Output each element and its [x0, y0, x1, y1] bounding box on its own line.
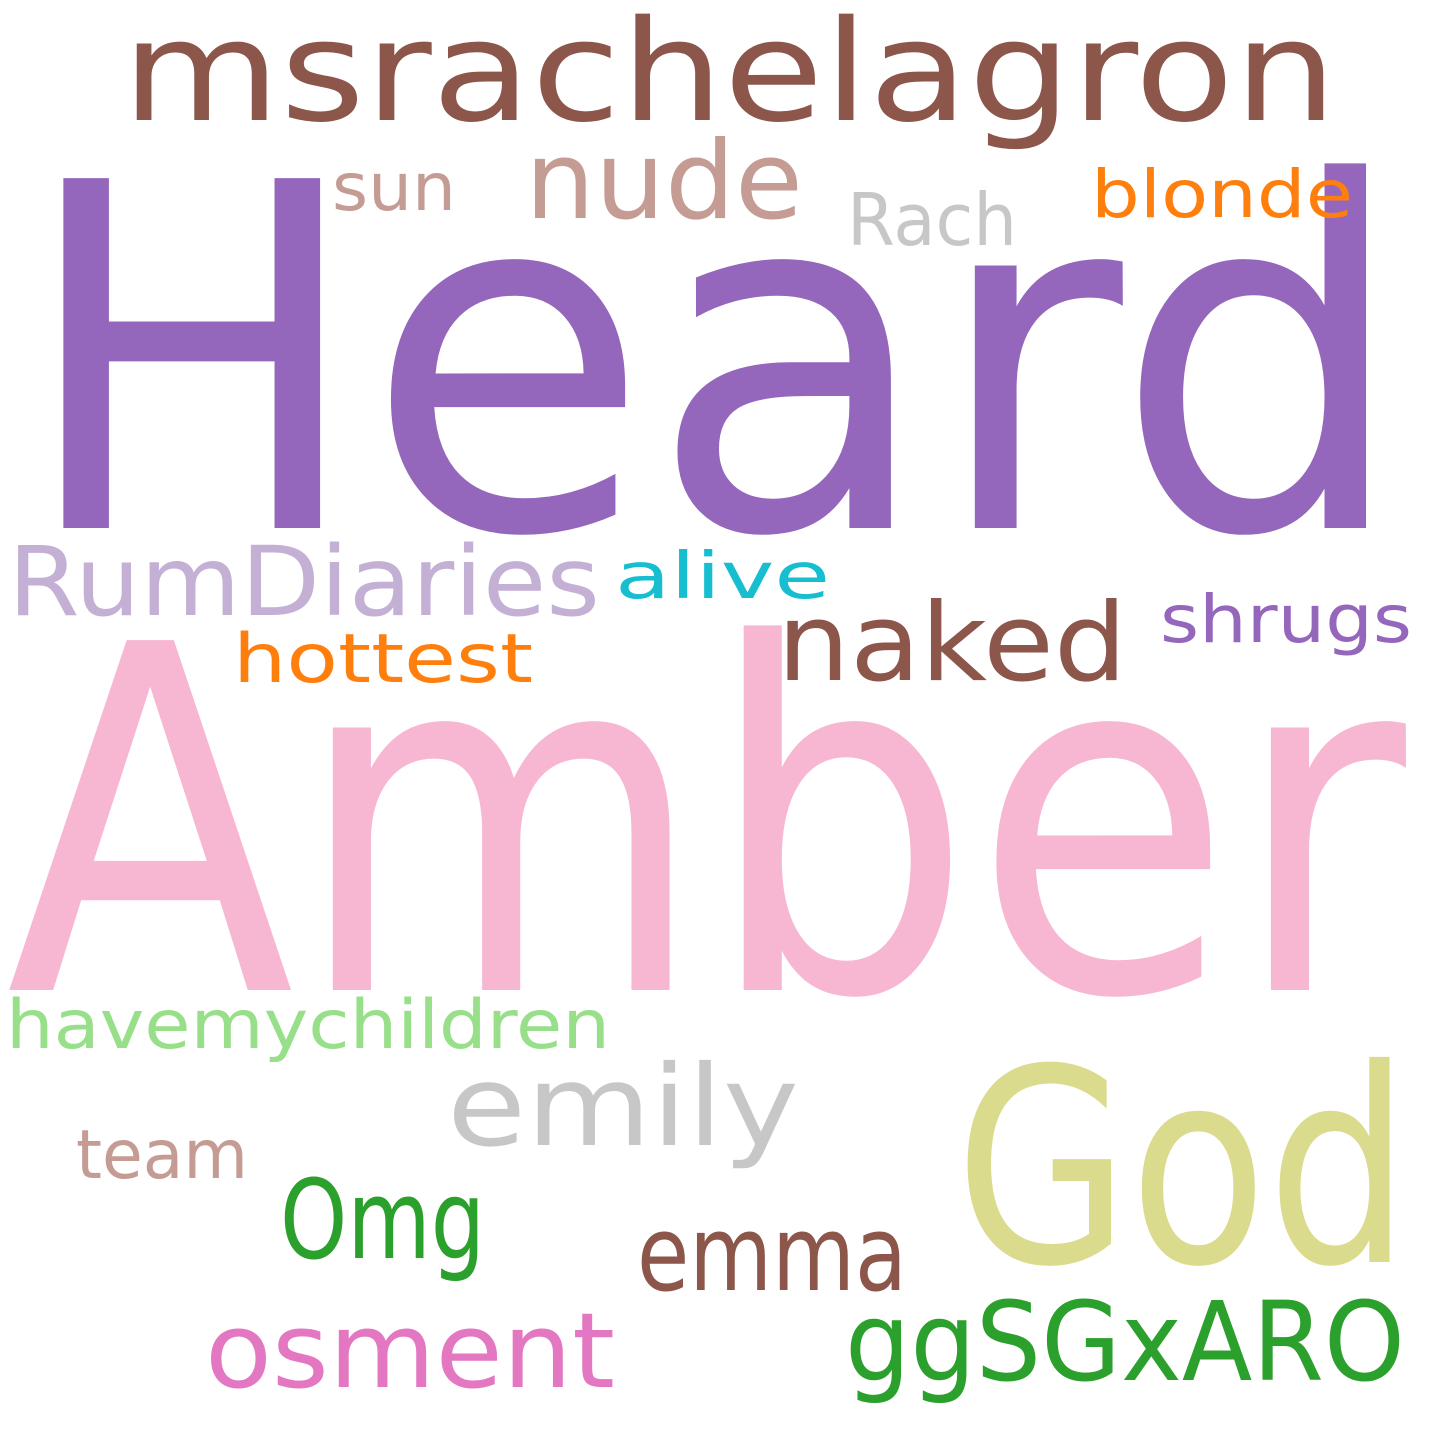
- word-team: team: [76, 1116, 248, 1195]
- word-shrugs: shrugs: [1160, 581, 1412, 658]
- word-sun: sun: [332, 149, 456, 226]
- word-naked: naked: [777, 581, 1127, 706]
- word-alive: alive: [615, 540, 830, 614]
- word-rumdiaries: RumDiaries: [8, 526, 600, 638]
- word-god: God: [955, 1011, 1410, 1326]
- word-omg: Omg: [280, 1156, 485, 1284]
- word-osment: osment: [205, 1290, 615, 1412]
- word-emma: emma: [637, 1193, 907, 1315]
- word-hottest: hottest: [233, 620, 533, 699]
- word-blonde: blonde: [1091, 156, 1353, 233]
- word-msrachelagron: msrachelagron: [122, 0, 1337, 154]
- word-nude: nude: [525, 119, 803, 244]
- word-heard: Heard: [18, 83, 1408, 642]
- word-rach: Rach: [847, 178, 1017, 262]
- word-amber: Amber: [6, 545, 1411, 1104]
- word-emily: emily: [447, 1042, 799, 1172]
- word-havemychildren: havemychildren: [6, 986, 610, 1065]
- word-ggsgxaro: ggSGxARO: [845, 1278, 1405, 1406]
